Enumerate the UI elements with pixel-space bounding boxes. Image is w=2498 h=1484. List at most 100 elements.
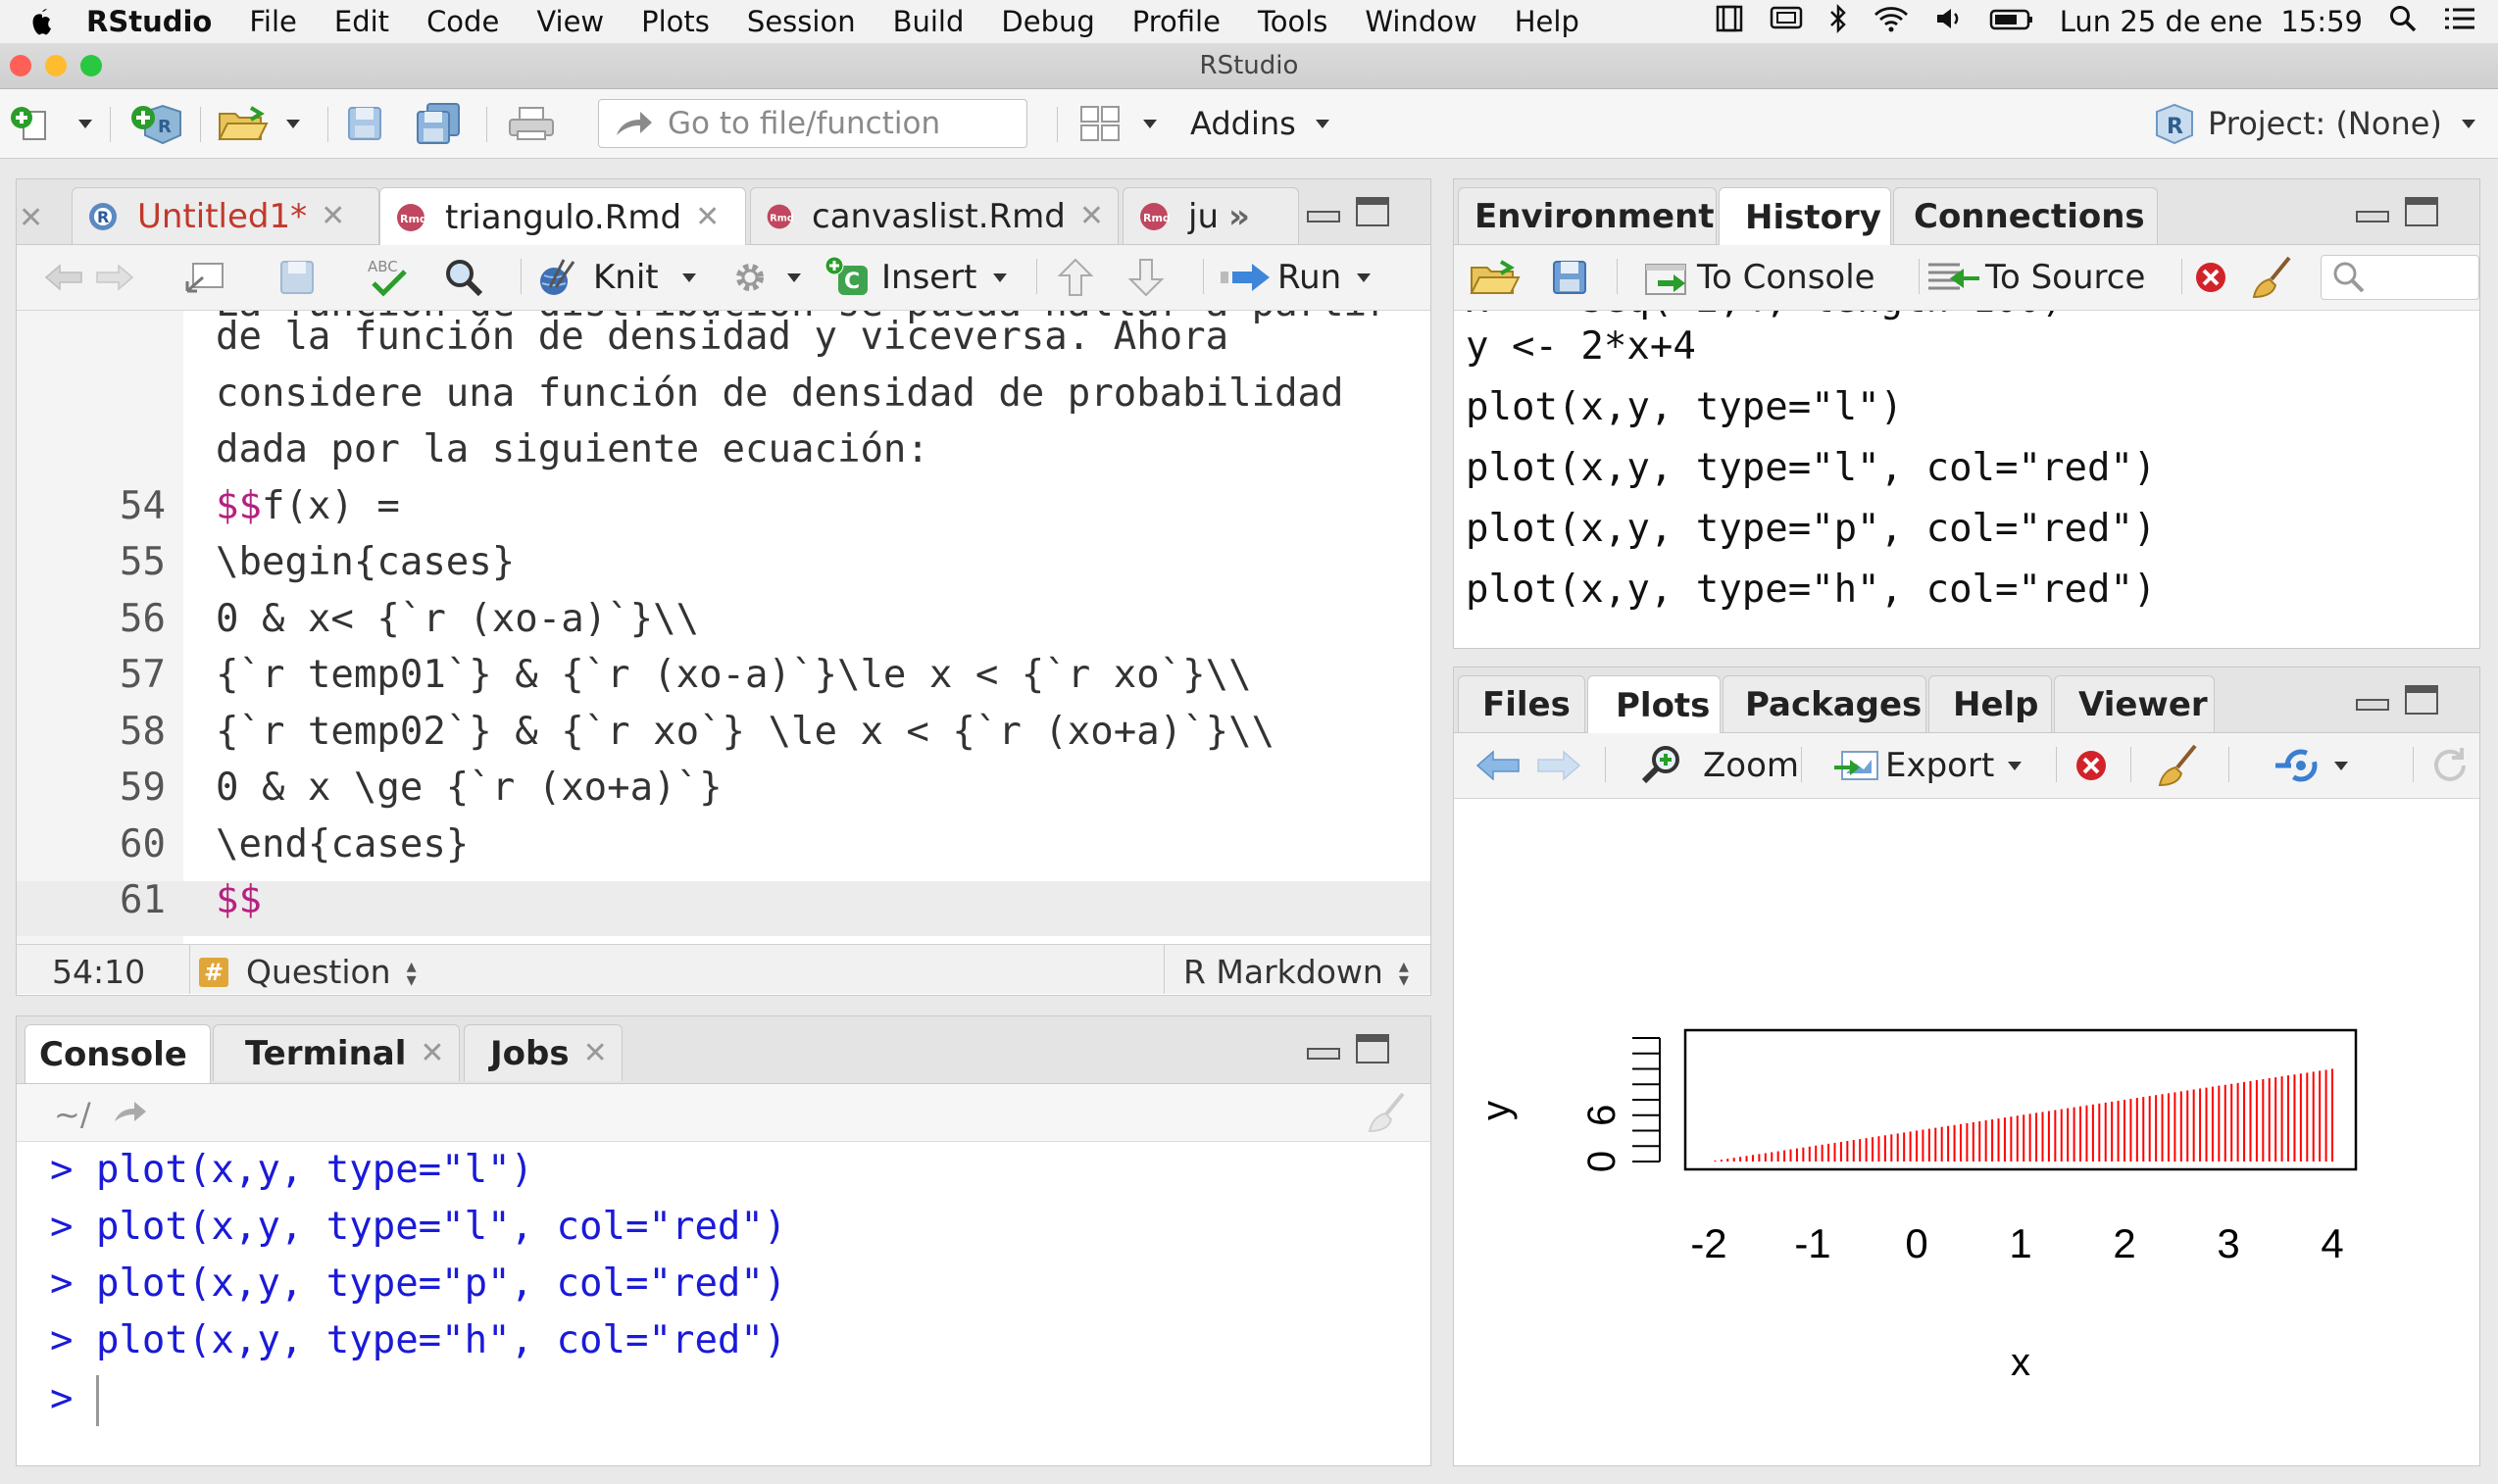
- tab-jobs[interactable]: Jobs ✕: [464, 1024, 623, 1081]
- tab-connections[interactable]: Connections: [1893, 187, 2158, 244]
- menu-code[interactable]: Code: [426, 5, 500, 38]
- code-area[interactable]: La función de distribución se pueda hall…: [17, 311, 1430, 944]
- close-left-icon[interactable]: ✕: [19, 201, 44, 235]
- maximize-pane-button[interactable]: [2405, 197, 2438, 226]
- minimize-window-button[interactable]: [45, 55, 67, 76]
- forward-button[interactable]: [93, 257, 134, 298]
- go-next-chunk-button[interactable]: [1126, 257, 1166, 298]
- new-project-button[interactable]: R: [125, 103, 184, 145]
- editor-save-button[interactable]: [277, 257, 317, 298]
- run-button[interactable]: Run: [1219, 257, 1372, 298]
- tab-untitled1[interactable]: R Untitled1* ✕: [72, 187, 379, 244]
- menu-edit[interactable]: Edit: [333, 5, 390, 38]
- open-file-button[interactable]: [216, 103, 300, 144]
- tab-environment[interactable]: Environment: [1458, 187, 1717, 244]
- tab-ju[interactable]: Rmd ju »: [1123, 187, 1299, 244]
- minimize-pane-button[interactable]: [1307, 197, 1340, 226]
- minimize-pane-button[interactable]: [2356, 685, 2389, 715]
- document-mode-select[interactable]: R Markdown ▴ ▾: [1183, 953, 1409, 991]
- menu-debug[interactable]: Debug: [1001, 5, 1095, 38]
- editor-settings-button[interactable]: [728, 257, 801, 298]
- history-entry[interactable]: plot(x,y, type="p", col="red"): [1466, 507, 2157, 551]
- history-entry[interactable]: plot(x,y, type="h", col="red"): [1466, 568, 2157, 612]
- insert-chunk-button[interactable]: C Insert: [823, 256, 1007, 298]
- screen-mirror-icon[interactable]: [1770, 4, 1803, 40]
- to-console-button[interactable]: To Console: [1642, 257, 1875, 298]
- publish-button[interactable]: [2273, 745, 2348, 786]
- tab-packages[interactable]: Packages: [1723, 675, 1926, 732]
- tab-console[interactable]: Console: [25, 1024, 211, 1083]
- clear-console-icon[interactable]: [1360, 1090, 1411, 1139]
- menu-tools[interactable]: Tools: [1257, 5, 1328, 38]
- refresh-plot-button[interactable]: [2428, 745, 2472, 786]
- maximize-pane-button[interactable]: [2405, 685, 2438, 715]
- minimize-pane-button[interactable]: [2356, 197, 2389, 226]
- history-list[interactable]: x <- seq(-2,4, length=100) y <- 2*x+4 plo…: [1454, 311, 2479, 646]
- menu-profile[interactable]: Profile: [1131, 5, 1221, 38]
- clear-plots-button[interactable]: [2152, 744, 2201, 787]
- menu-file[interactable]: File: [249, 5, 297, 38]
- tab-terminal[interactable]: Terminal ✕: [213, 1024, 460, 1081]
- tab-canvaslist-rmd[interactable]: Rmd canvaslist.Rmd ✕: [750, 187, 1119, 244]
- tab-history[interactable]: History: [1719, 187, 1891, 246]
- close-tab-icon[interactable]: ✕: [582, 1036, 608, 1070]
- go-previous-chunk-button[interactable]: [1056, 257, 1095, 298]
- spotlight-search-icon[interactable]: [2388, 4, 2418, 40]
- print-button[interactable]: [506, 103, 557, 144]
- maximize-pane-button[interactable]: [1356, 197, 1389, 226]
- tab-viewer[interactable]: Viewer: [2054, 675, 2215, 732]
- control-center-icon[interactable]: [2443, 5, 2476, 38]
- minimize-pane-button[interactable]: [1307, 1034, 1340, 1064]
- close-tab-icon[interactable]: ✕: [695, 200, 721, 234]
- menu-build[interactable]: Build: [892, 5, 965, 38]
- working-dir[interactable]: ~/: [54, 1096, 91, 1133]
- console-output[interactable]: > plot(x,y, type="l") > plot(x,y, type="l…: [17, 1142, 1430, 1465]
- menu-view[interactable]: View: [536, 5, 605, 38]
- tab-files[interactable]: Files: [1458, 675, 1585, 732]
- workspace-panes-button[interactable]: [1078, 103, 1157, 144]
- export-button[interactable]: Export: [1832, 745, 2023, 786]
- addins-menu[interactable]: Addins: [1190, 103, 1329, 144]
- spellcheck-button[interactable]: ABC: [366, 257, 419, 298]
- zoom-window-button[interactable]: [80, 55, 102, 76]
- console-prompt[interactable]: >: [50, 1375, 100, 1426]
- volume-icon[interactable]: [1934, 4, 1964, 40]
- battery-icon[interactable]: [1989, 5, 2034, 38]
- history-entry[interactable]: plot(x,y, type="l", col="red"): [1466, 446, 2157, 490]
- next-plot-button[interactable]: [1534, 745, 1581, 786]
- menu-window[interactable]: Window: [1365, 5, 1477, 38]
- maximize-pane-button[interactable]: [1356, 1034, 1389, 1064]
- to-source-button[interactable]: To Source: [1923, 257, 2145, 298]
- previous-plot-button[interactable]: [1475, 745, 1523, 786]
- show-in-window-button[interactable]: [183, 257, 226, 298]
- find-replace-button[interactable]: [442, 257, 485, 298]
- filmstrip-icon[interactable]: [1715, 4, 1744, 40]
- clear-history-button[interactable]: [2246, 256, 2295, 299]
- close-window-button[interactable]: [10, 55, 31, 76]
- tab-help[interactable]: Help: [1928, 675, 2052, 732]
- bluetooth-icon[interactable]: [1828, 3, 1848, 41]
- goto-dir-icon[interactable]: [111, 1096, 150, 1129]
- clock[interactable]: Lun 25 de ene 15:59: [2059, 5, 2363, 38]
- more-tabs-icon[interactable]: »: [1228, 196, 1250, 236]
- menu-help[interactable]: Help: [1514, 5, 1579, 38]
- menu-plots[interactable]: Plots: [641, 5, 710, 38]
- save-history-button[interactable]: [1550, 257, 1589, 298]
- menu-app-name[interactable]: RStudio: [86, 5, 213, 38]
- save-all-button[interactable]: [414, 103, 463, 144]
- plot-area[interactable]: -2 -1 0 1 2 3 4 0 6 x y: [1454, 799, 2479, 1465]
- close-tab-icon[interactable]: ✕: [420, 1036, 445, 1070]
- close-tab-icon[interactable]: ✕: [1078, 199, 1104, 233]
- apple-logo-icon[interactable]: [20, 0, 65, 43]
- remove-plot-button[interactable]: [2072, 745, 2111, 786]
- wifi-icon[interactable]: [1874, 4, 1909, 40]
- load-history-button[interactable]: [1468, 257, 1524, 298]
- close-tab-icon[interactable]: ✕: [321, 199, 346, 233]
- new-file-button[interactable]: [8, 103, 92, 144]
- tab-plots[interactable]: Plots: [1587, 675, 1721, 734]
- save-button[interactable]: [345, 103, 384, 144]
- history-entry[interactable]: plot(x,y, type="l"): [1466, 385, 1904, 429]
- history-entry[interactable]: y <- 2*x+4: [1466, 324, 1696, 369]
- remove-entries-button[interactable]: [2191, 257, 2230, 298]
- knit-button[interactable]: Knit: [530, 257, 696, 298]
